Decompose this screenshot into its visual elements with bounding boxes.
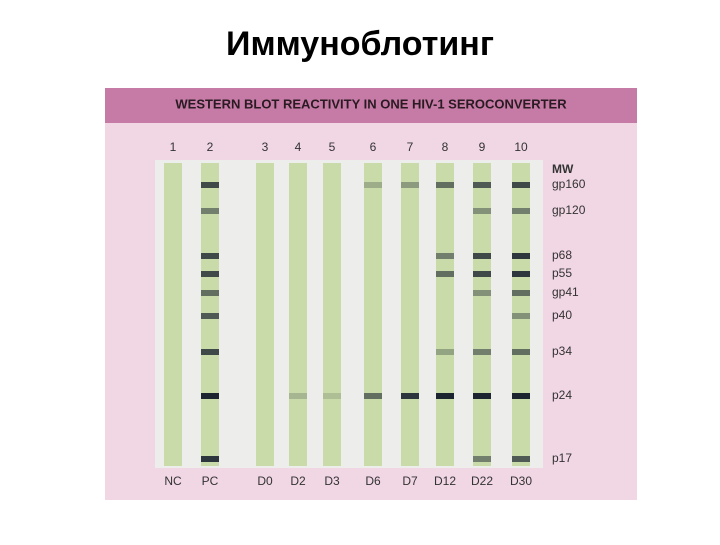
mw-label: p40 [552, 308, 572, 322]
blot-band [512, 182, 530, 188]
mw-label: gp120 [552, 203, 586, 217]
blot-strip [401, 163, 419, 466]
lane-number: 2 [207, 140, 214, 154]
lane-number: 6 [370, 140, 377, 154]
blot-strip [256, 163, 274, 466]
figure-heading: WESTERN BLOT REACTIVITY IN ONE HIV-1 SER… [175, 96, 567, 111]
blot-band [473, 349, 491, 355]
blot-band [473, 253, 491, 259]
mw-label: p17 [552, 451, 572, 465]
mw-label: p55 [552, 266, 572, 280]
blot-band [201, 182, 219, 188]
blot-strip [323, 163, 341, 466]
blot-band [473, 290, 491, 296]
blot-band [401, 393, 419, 399]
blot-band [473, 271, 491, 277]
blot-band [512, 349, 530, 355]
blot-band [201, 313, 219, 319]
blot-strip [436, 163, 454, 466]
blot-band [364, 393, 382, 399]
figure-header [105, 88, 637, 123]
blot-band [512, 271, 530, 277]
slide-title: Иммуноблотинг [226, 25, 494, 63]
blot-band [201, 456, 219, 462]
blot-band [473, 182, 491, 188]
blot-band [436, 271, 454, 277]
mw-label: gp41 [552, 285, 579, 299]
lane-label: D30 [510, 474, 532, 488]
lane-number: 1 [170, 140, 177, 154]
blot-strip [512, 163, 530, 466]
blot-strip [164, 163, 182, 466]
blot-band [201, 253, 219, 259]
blot-strip [473, 163, 491, 466]
blot-band [512, 253, 530, 259]
lane-label: D22 [471, 474, 493, 488]
lane-number: 7 [407, 140, 414, 154]
lane-number: 10 [514, 140, 528, 154]
blot-band [436, 253, 454, 259]
lane-label: D7 [402, 474, 418, 488]
blot-band [436, 349, 454, 355]
blot-band [512, 290, 530, 296]
mw-label: gp160 [552, 177, 586, 191]
blot-band [436, 182, 454, 188]
blot-band [289, 393, 307, 399]
lane-number: 3 [262, 140, 269, 154]
lane-label: D3 [324, 474, 340, 488]
lane-label: PC [202, 474, 219, 488]
lane-number: 9 [479, 140, 486, 154]
lane-label: D6 [365, 474, 381, 488]
blot-band [473, 393, 491, 399]
mw-label: MW [552, 162, 574, 176]
blot-band [512, 208, 530, 214]
blot-band [436, 393, 454, 399]
lane-label: D2 [290, 474, 306, 488]
lane-number: 5 [329, 140, 336, 154]
blot-band [473, 456, 491, 462]
mw-label: p34 [552, 344, 572, 358]
blot-band [473, 208, 491, 214]
blot-band [512, 456, 530, 462]
blot-band [512, 393, 530, 399]
lane-number: 8 [442, 140, 449, 154]
blot-strip [364, 163, 382, 466]
blot-band [323, 393, 341, 399]
blot-band [201, 290, 219, 296]
blot-band [201, 271, 219, 277]
mw-label: p68 [552, 248, 572, 262]
blot-strip [289, 163, 307, 466]
lane-label: D0 [257, 474, 273, 488]
blot-band [201, 349, 219, 355]
mw-label: p24 [552, 388, 572, 402]
lane-number: 4 [295, 140, 302, 154]
blot-band [201, 208, 219, 214]
blot-band [201, 393, 219, 399]
lane-label: NC [164, 474, 182, 488]
blot-band [512, 313, 530, 319]
blot-band [364, 182, 382, 188]
lane-label: D12 [434, 474, 456, 488]
blot-band [401, 182, 419, 188]
blot: 1 NC 2 PC 3 D0 4 D2 5 D3 6 D6 7 D7 8 D12 9 D22 10 D30 MWgp16… [164, 140, 586, 488]
